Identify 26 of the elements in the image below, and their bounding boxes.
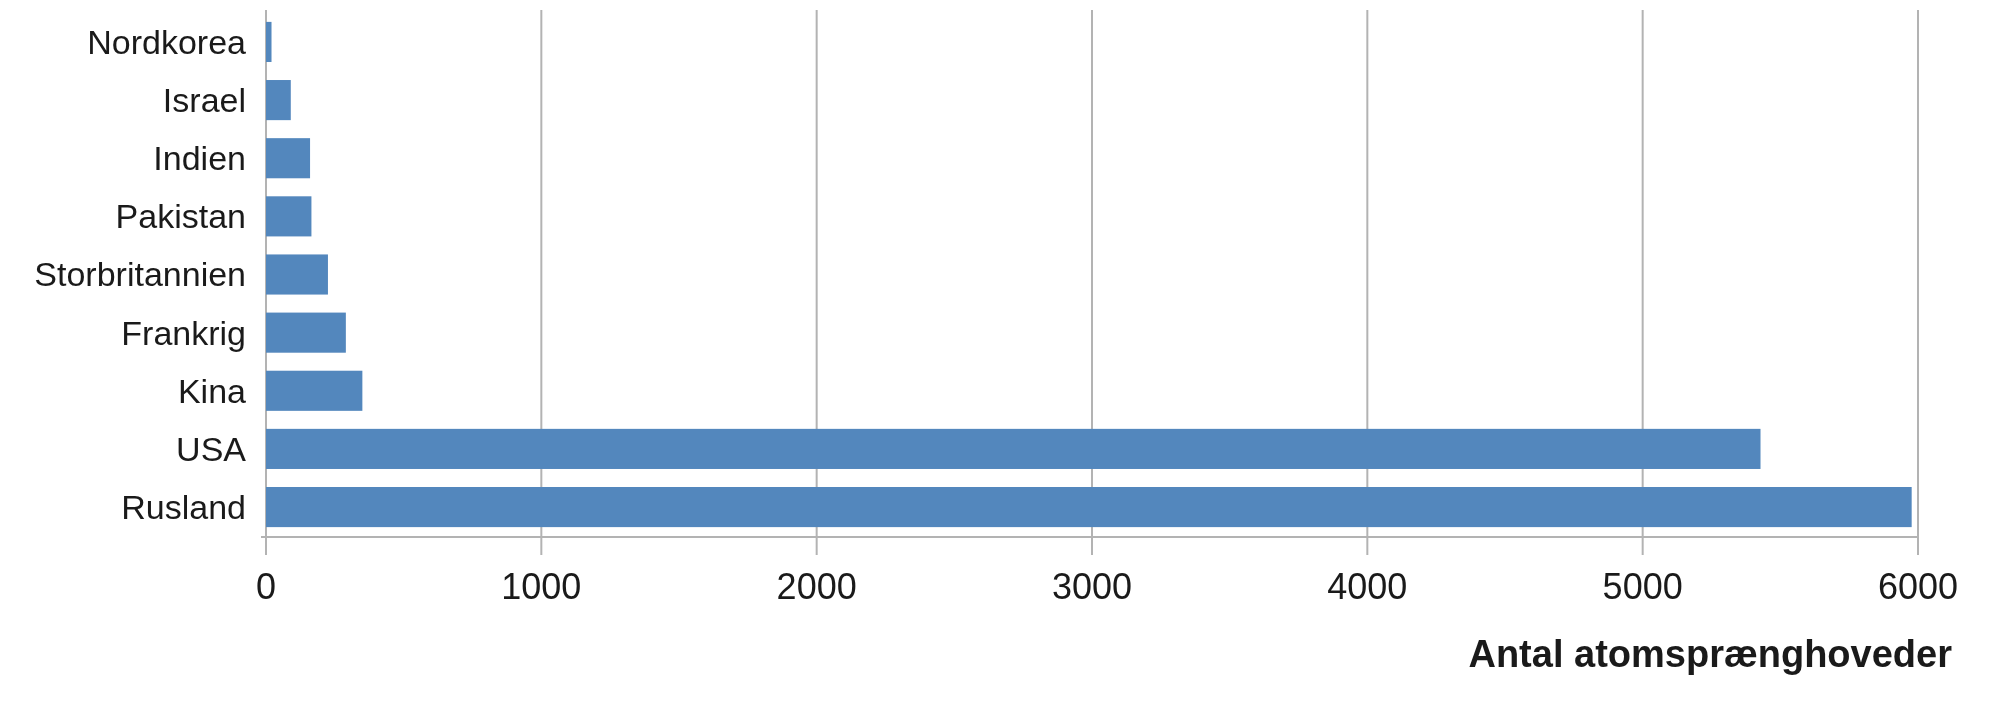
y-tick-label: Pakistan <box>115 197 246 236</box>
bar <box>266 487 1912 528</box>
y-tick-label: Rusland <box>121 487 246 526</box>
y-tick-label: Nordkorea <box>87 22 247 61</box>
bar <box>266 138 311 179</box>
y-tick-label: Indien <box>153 139 246 178</box>
bar <box>266 21 272 62</box>
y-tick-label: Frankrig <box>121 313 246 352</box>
x-tick-label: 4000 <box>1327 566 1408 607</box>
x-tick-label: 2000 <box>776 566 857 607</box>
x-tick-label: 0 <box>255 566 277 607</box>
bar <box>266 80 291 121</box>
bar <box>266 312 346 353</box>
y-tick-label: Storbritannien <box>34 255 246 294</box>
bar <box>266 254 328 295</box>
x-axis-title: Antal atomsprænghoveder <box>1468 633 1953 675</box>
y-tick-label: Israel <box>162 80 246 119</box>
bar <box>266 196 312 237</box>
x-tick-label: 3000 <box>1051 566 1133 607</box>
y-tick-label: Kina <box>177 371 247 410</box>
x-tick-label: 1000 <box>501 566 582 607</box>
bar <box>266 370 363 411</box>
x-tick-label: 6000 <box>1877 566 1959 607</box>
y-tick-label: USA <box>176 429 247 468</box>
bar <box>266 428 1761 469</box>
x-tick-label: 5000 <box>1602 566 1683 607</box>
